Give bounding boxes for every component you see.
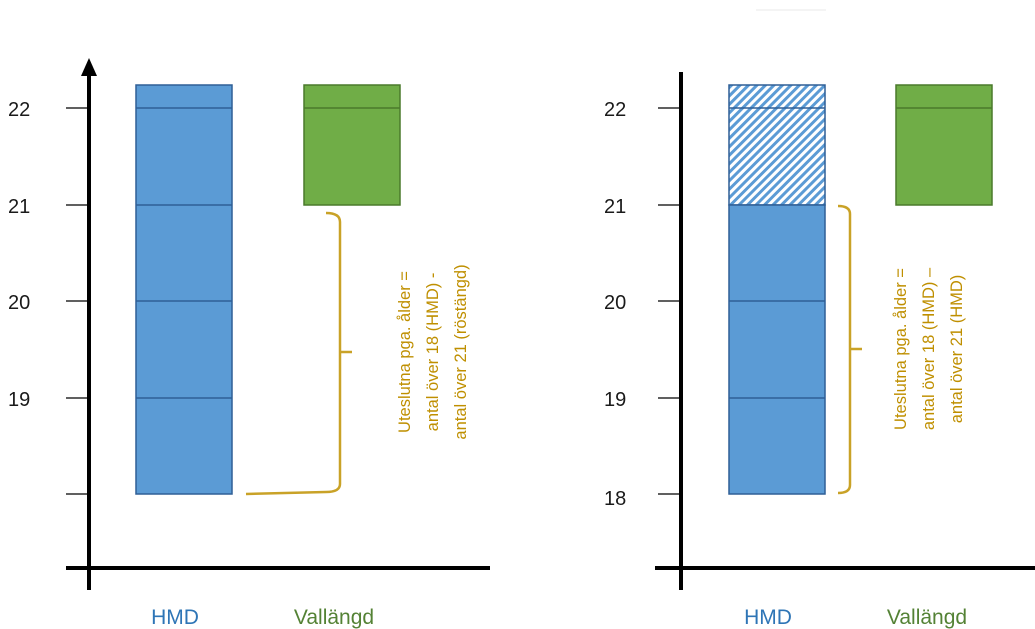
left-tick-label: 22 xyxy=(8,99,30,121)
right-annotation-line: Uteslutna pga. ålder = xyxy=(892,268,910,430)
left-y-axis-arrow xyxy=(81,58,97,76)
left-category-vallangd: Vallängd xyxy=(294,606,374,629)
left-bracket xyxy=(245,211,352,496)
right-hmd-bar xyxy=(728,204,826,495)
right-hmd-excluded-segment xyxy=(728,84,826,206)
right-annotation-line: antal över 21 (HMD) xyxy=(948,275,966,424)
left-annotation-line: antal över 21 (röstängd) xyxy=(452,264,470,439)
right-annotation-line: antal över 18 (HMD) – xyxy=(920,267,938,430)
left-category-hmd: HMD xyxy=(151,606,199,629)
left-tick-label: 19 xyxy=(8,389,30,411)
right-tick-label: 20 xyxy=(604,292,626,314)
left-hmd-bar xyxy=(135,84,233,495)
left-vallangd-bar xyxy=(303,84,401,206)
left-annotation: Uteslutna pga. ålder = antal över 18 (HM… xyxy=(396,264,470,439)
right-tick-label: 21 xyxy=(604,196,626,218)
right-tick-label: 19 xyxy=(604,389,626,411)
right-tick-label: 18 xyxy=(604,488,626,510)
right-vallangd-bar xyxy=(895,84,993,206)
right-category-hmd: HMD xyxy=(744,606,792,629)
left-annotation-line: antal över 18 (HMD) - xyxy=(424,273,442,432)
right-category-vallangd: Vallängd xyxy=(887,606,967,629)
left-tick-label: 21 xyxy=(8,196,30,218)
left-annotation-line: Uteslutna pga. ålder = xyxy=(396,271,414,433)
right-tick-label: 22 xyxy=(604,99,626,121)
left-tick-label: 20 xyxy=(8,292,30,314)
right-bracket xyxy=(837,204,862,495)
left-panel: 22 21 20 19 Uteslutna pga. ålder = antal… xyxy=(8,58,490,629)
right-panel: 22 21 20 19 18 Uteslutna pga. ålder = an… xyxy=(604,9,1035,629)
right-annotation: Uteslutna pga. ålder = antal över 18 (HM… xyxy=(892,267,966,430)
